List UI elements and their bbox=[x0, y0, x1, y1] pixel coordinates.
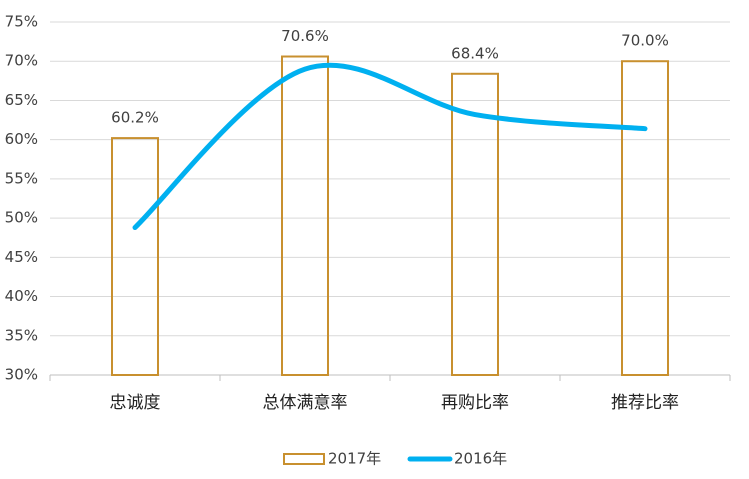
line bbox=[132, 62, 648, 231]
y-tick-label: 60% bbox=[5, 130, 38, 148]
y-tick-label: 45% bbox=[5, 248, 38, 266]
data-label: 70.6% bbox=[281, 27, 329, 45]
data-label: 60.2% bbox=[111, 109, 159, 127]
data-label: 68.4% bbox=[451, 44, 499, 62]
legend-label: 2017年 bbox=[328, 450, 381, 468]
bar bbox=[281, 55, 329, 376]
bar bbox=[111, 137, 159, 376]
y-tick-label: 50% bbox=[5, 209, 38, 227]
y-tick-label: 40% bbox=[5, 287, 38, 305]
x-tick-label: 忠诚度 bbox=[110, 393, 161, 413]
data-label: 70.0% bbox=[621, 32, 669, 50]
y-tick-label: 35% bbox=[5, 326, 38, 344]
x-tick-label: 再购比率 bbox=[441, 393, 509, 413]
y-tick-label: 55% bbox=[5, 169, 38, 187]
legend-label: 2016年 bbox=[454, 450, 507, 468]
legend-swatch bbox=[283, 453, 325, 465]
x-tick-label: 推荐比率 bbox=[611, 393, 679, 413]
bar bbox=[621, 60, 669, 376]
bar bbox=[451, 72, 499, 376]
x-tick-label: 总体满意率 bbox=[263, 393, 348, 413]
y-tick-label: 65% bbox=[5, 91, 38, 109]
y-tick-label: 75% bbox=[5, 13, 38, 31]
y-tick-label: 30% bbox=[5, 366, 38, 384]
y-tick-label: 70% bbox=[5, 52, 38, 70]
